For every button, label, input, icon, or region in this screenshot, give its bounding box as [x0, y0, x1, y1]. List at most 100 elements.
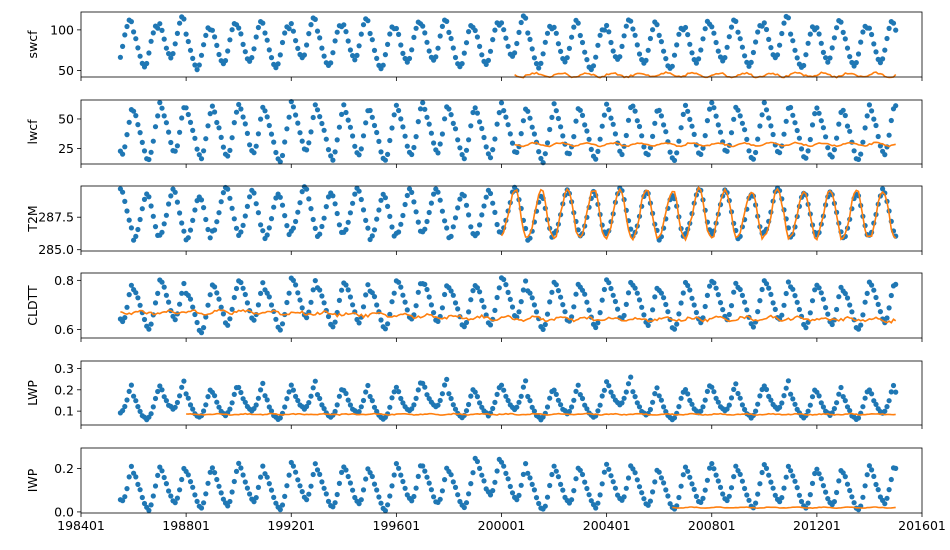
scatter-point — [731, 386, 737, 392]
scatter-point — [785, 378, 792, 384]
scatter-point — [553, 108, 559, 114]
scatter-point — [823, 55, 829, 61]
scatter-point — [242, 213, 248, 219]
scatter-point — [133, 36, 139, 42]
scatter-point — [161, 284, 167, 290]
scatter-point — [174, 495, 180, 501]
scatter-point — [312, 225, 318, 231]
scatter-point — [759, 469, 765, 476]
scatter-point — [236, 25, 242, 31]
scatter-point — [735, 390, 741, 397]
scatter-point — [785, 279, 792, 285]
scatter-point — [218, 304, 224, 310]
scatter-point — [262, 393, 268, 399]
scatter-point — [753, 149, 759, 156]
scatter-point — [691, 302, 697, 308]
scatter-point — [424, 218, 430, 225]
scatter-point — [604, 379, 610, 385]
scatter-point — [487, 322, 494, 328]
scatter-point — [713, 39, 719, 46]
scatter-point — [704, 477, 711, 483]
scatter-point — [185, 111, 191, 118]
scatter-point — [709, 461, 715, 467]
scatter-point — [190, 484, 196, 490]
scatter-point — [750, 324, 757, 330]
scatter-point — [253, 143, 259, 149]
scatter-point — [409, 151, 415, 158]
scatter-point — [474, 394, 480, 400]
scatter-point — [619, 400, 625, 406]
scatter-point — [343, 390, 349, 397]
scatter-point — [597, 310, 603, 316]
scatter-point — [290, 225, 296, 231]
scatter-point — [244, 485, 250, 491]
scatter-point — [205, 226, 211, 233]
scatter-point — [737, 113, 743, 119]
scatter-point — [588, 146, 594, 152]
scatter-point — [490, 200, 496, 206]
scatter-point — [518, 19, 524, 26]
scatter-point — [873, 49, 879, 55]
scatter-point — [737, 471, 743, 477]
scatter-point — [509, 140, 516, 146]
scatter-point — [612, 298, 619, 305]
scatter-point — [763, 107, 770, 113]
scatter-point — [299, 305, 305, 311]
scatter-point — [781, 302, 787, 308]
scatter-point — [820, 483, 827, 489]
scatter-point — [595, 42, 601, 48]
scatter-point — [190, 55, 196, 62]
scatter-point — [172, 500, 178, 506]
scatter-point — [693, 493, 700, 499]
scatter-point — [310, 471, 316, 478]
scatter-point — [209, 103, 215, 109]
scatter-point — [766, 472, 772, 478]
scatter-point — [124, 397, 130, 403]
scatter-point — [818, 290, 824, 296]
scatter-point — [452, 54, 459, 61]
scatter-point — [788, 31, 794, 37]
scatter-point — [242, 49, 248, 55]
scatter-point — [582, 122, 588, 128]
scatter-point — [426, 294, 432, 300]
scatter-point — [575, 227, 581, 233]
scatter-point — [503, 35, 509, 41]
scatter-point — [547, 126, 553, 133]
scatter-point — [579, 39, 586, 46]
scatter-point — [244, 300, 250, 306]
scatter-point — [117, 54, 123, 60]
scatter-point — [312, 378, 318, 384]
scatter-point — [820, 296, 827, 302]
scatter-point — [744, 59, 750, 65]
scatter-point — [203, 491, 209, 497]
scatter-point — [229, 306, 235, 312]
scatter-point — [339, 111, 345, 117]
scatter-point — [479, 125, 485, 132]
scatter-point — [417, 106, 424, 112]
scatter-point — [516, 399, 522, 405]
scatter-series-iwp — [117, 455, 899, 514]
scatter-point — [818, 118, 824, 124]
scatter-point — [411, 402, 417, 408]
scatter-point — [777, 499, 783, 505]
scatter-point — [356, 152, 362, 158]
scatter-point — [177, 129, 183, 135]
scatter-point — [533, 495, 540, 501]
scatter-point — [779, 400, 785, 406]
scatter-point — [442, 218, 448, 224]
scatter-point — [490, 488, 496, 494]
scatter-point — [461, 156, 467, 162]
scatter-point — [661, 295, 667, 301]
scatter-point — [518, 393, 524, 399]
scatter-point — [141, 196, 148, 202]
scatter-point — [669, 63, 675, 69]
scatter-point — [654, 385, 660, 391]
scatter-point — [141, 148, 148, 154]
scatter-point — [339, 287, 345, 293]
scatter-point — [711, 389, 717, 395]
scatter-point — [229, 205, 235, 211]
scatter-point — [148, 203, 154, 209]
scatter-point — [468, 393, 474, 399]
scatter-point — [882, 408, 888, 414]
scatter-point — [796, 306, 803, 313]
